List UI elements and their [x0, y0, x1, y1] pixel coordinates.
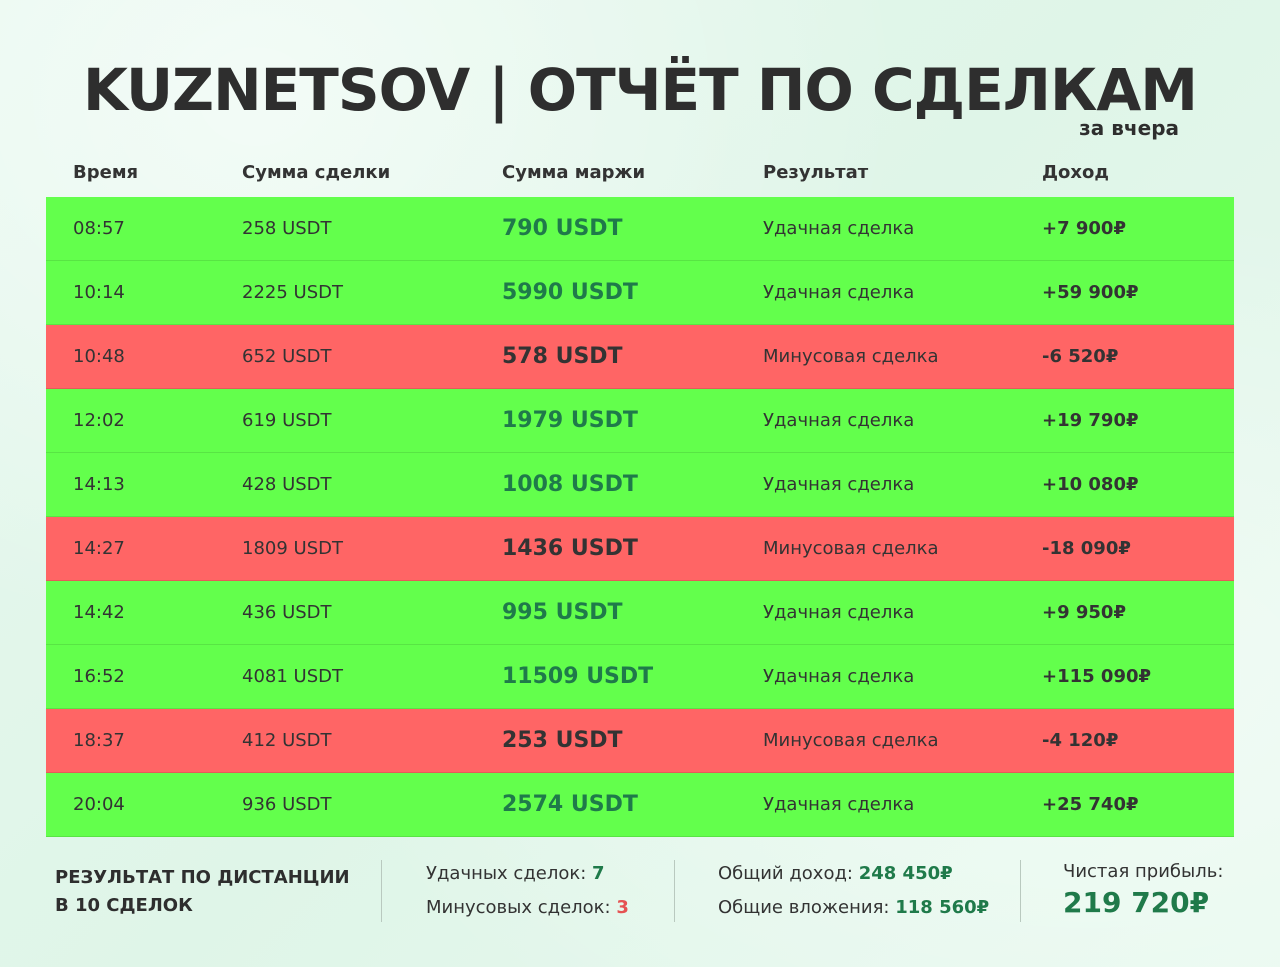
margin-sum-cell: 5990 USDT — [502, 280, 638, 305]
column-header-result: Результат — [763, 162, 869, 183]
table-row: 14:13 428 USDT 1008 USDT Удачная сделка +10 … — [46, 453, 1234, 517]
deal-sum-cell: 428 USDT — [242, 474, 332, 495]
table-row: 16:52 4081 USDT 11509 USDT Удачная сделка +1… — [46, 645, 1234, 709]
margin-sum-cell: 2574 USDT — [502, 792, 638, 817]
deal-sum-cell: 619 USDT — [242, 410, 332, 431]
total-income: Общий доход: 248 450₽ — [718, 863, 953, 884]
losses-count: Минусовых сделок: 3 — [426, 897, 629, 918]
investment-value: 118 560₽ — [895, 897, 990, 918]
summary-footer: РЕЗУЛЬТАТ ПО ДИСТАНЦИИ В 10 СДЕЛОК Удачн… — [0, 850, 1280, 940]
time-cell: 20:04 — [73, 794, 125, 815]
result-cell: Удачная сделка — [763, 666, 915, 687]
table-row: 12:02 619 USDT 1979 USDT Удачная сделка +19 … — [46, 389, 1234, 453]
income-cell: +9 950₽ — [1042, 602, 1126, 623]
margin-sum-cell: 11509 USDT — [502, 664, 654, 689]
summary-label-line1: РЕЗУЛЬТАТ ПО ДИСТАНЦИИ — [55, 867, 350, 888]
income-cell: +19 790₽ — [1042, 410, 1139, 431]
total-investment: Общие вложения: 118 560₽ — [718, 897, 989, 918]
margin-sum-cell: 995 USDT — [502, 600, 623, 625]
divider — [381, 860, 382, 922]
divider — [1020, 860, 1021, 922]
deal-sum-cell: 4081 USDT — [242, 666, 343, 687]
table-row: 10:14 2225 USDT 5990 USDT Удачная сделка +59… — [46, 261, 1234, 325]
net-profit-label: Чистая прибыль: — [1063, 861, 1224, 882]
time-cell: 08:57 — [73, 218, 125, 239]
time-cell: 12:02 — [73, 410, 125, 431]
deal-sum-cell: 652 USDT — [242, 346, 332, 367]
page-title: KUZNETSOV | ОТЧЁТ ПО СДЕЛКАМ — [83, 56, 1198, 124]
income-cell: -6 520₽ — [1042, 346, 1119, 367]
income-cell: +59 900₽ — [1042, 282, 1139, 303]
result-cell: Удачная сделка — [763, 794, 915, 815]
wins-count: Удачных сделок: 7 — [426, 863, 605, 884]
income-cell: +7 900₽ — [1042, 218, 1126, 239]
column-header-deal-sum: Сумма сделки — [242, 162, 391, 183]
result-cell: Минусовая сделка — [763, 538, 939, 559]
margin-sum-cell: 1008 USDT — [502, 472, 638, 497]
result-cell: Минусовая сделка — [763, 346, 939, 367]
table-body: 08:57 258 USDT 790 USDT Удачная сделка +7 90… — [46, 197, 1234, 837]
losses-label: Минусовых сделок: — [426, 897, 611, 918]
deal-sum-cell: 2225 USDT — [242, 282, 343, 303]
losses-value: 3 — [616, 897, 629, 918]
margin-sum-cell: 1436 USDT — [502, 536, 638, 561]
deal-sum-cell: 436 USDT — [242, 602, 332, 623]
column-header-income: Доход — [1042, 162, 1109, 183]
margin-sum-cell: 578 USDT — [502, 344, 623, 369]
result-cell: Удачная сделка — [763, 602, 915, 623]
time-cell: 14:27 — [73, 538, 125, 559]
time-cell: 10:14 — [73, 282, 125, 303]
table-row: 14:42 436 USDT 995 USDT Удачная сделка +9 95… — [46, 581, 1234, 645]
table-row: 14:27 1809 USDT 1436 USDT Минусовая сделка -… — [46, 517, 1234, 581]
result-cell: Удачная сделка — [763, 282, 915, 303]
income-cell: +115 090₽ — [1042, 666, 1152, 687]
deal-sum-cell: 1809 USDT — [242, 538, 343, 559]
table-row: 10:48 652 USDT 578 USDT Минусовая сделка -6 … — [46, 325, 1234, 389]
investment-label: Общие вложения: — [718, 897, 890, 918]
time-cell: 10:48 — [73, 346, 125, 367]
deal-sum-cell: 936 USDT — [242, 794, 332, 815]
income-value: 248 450₽ — [858, 863, 953, 884]
income-label: Общий доход: — [718, 863, 853, 884]
deals-table: Время Сумма сделки Сумма маржи Результат… — [46, 150, 1234, 837]
income-cell: +10 080₽ — [1042, 474, 1139, 495]
deal-sum-cell: 412 USDT — [242, 730, 332, 751]
income-cell: -18 090₽ — [1042, 538, 1131, 559]
result-cell: Удачная сделка — [763, 218, 915, 239]
margin-sum-cell: 1979 USDT — [502, 408, 638, 433]
net-profit-value: 219 720₽ — [1063, 886, 1210, 919]
divider — [674, 860, 675, 922]
time-cell: 16:52 — [73, 666, 125, 687]
result-cell: Удачная сделка — [763, 410, 915, 431]
income-cell: +25 740₽ — [1042, 794, 1139, 815]
column-header-margin-sum: Сумма маржи — [502, 162, 646, 183]
table-header: Время Сумма сделки Сумма маржи Результат… — [46, 150, 1234, 197]
page-subtitle: за вчера — [1079, 116, 1179, 140]
table-row: 20:04 936 USDT 2574 USDT Удачная сделка +25 … — [46, 773, 1234, 837]
column-header-time: Время — [73, 162, 139, 183]
summary-label-line2: В 10 СДЕЛОК — [55, 895, 193, 916]
summary-label: РЕЗУЛЬТАТ ПО ДИСТАНЦИИ В 10 СДЕЛОК — [55, 864, 365, 920]
deal-sum-cell: 258 USDT — [242, 218, 332, 239]
time-cell: 14:42 — [73, 602, 125, 623]
wins-label: Удачных сделок: — [426, 863, 587, 884]
time-cell: 18:37 — [73, 730, 125, 751]
result-cell: Минусовая сделка — [763, 730, 939, 751]
time-cell: 14:13 — [73, 474, 125, 495]
result-cell: Удачная сделка — [763, 474, 915, 495]
table-row: 18:37 412 USDT 253 USDT Минусовая сделка -4 … — [46, 709, 1234, 773]
margin-sum-cell: 253 USDT — [502, 728, 623, 753]
margin-sum-cell: 790 USDT — [502, 216, 623, 241]
wins-value: 7 — [592, 863, 605, 884]
income-cell: -4 120₽ — [1042, 730, 1119, 751]
table-row: 08:57 258 USDT 790 USDT Удачная сделка +7 90… — [46, 197, 1234, 261]
